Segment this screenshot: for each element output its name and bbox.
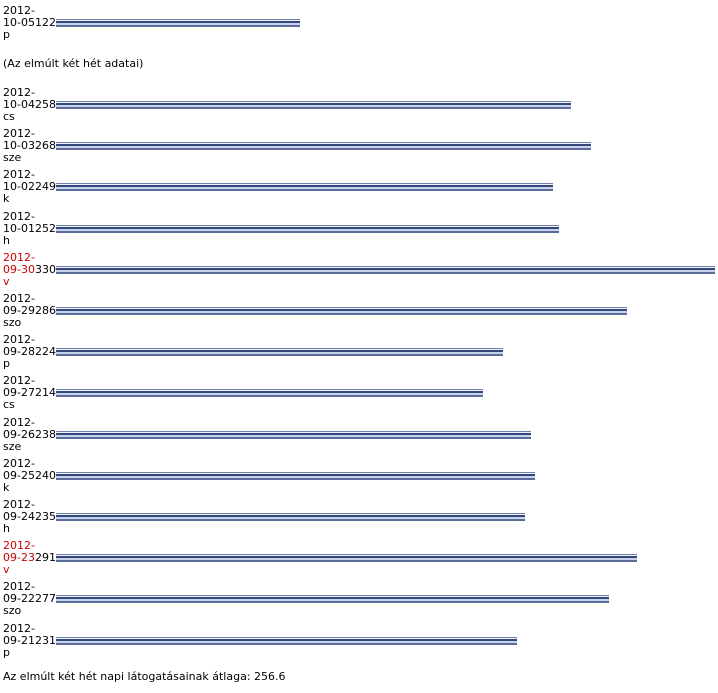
date-label: 2012- 09-27 xyxy=(3,374,35,400)
date-label: 2012- 09-23 xyxy=(3,539,35,565)
value-label: 235 xyxy=(35,510,56,523)
day-row: 2012- 09-23 v 291 xyxy=(3,540,715,576)
value-label: 231 xyxy=(35,633,56,647)
bar-2012-10-05 xyxy=(56,19,300,27)
date-label: 2012- 09-30 xyxy=(3,250,35,276)
day-row: 2012- 10-01 h 252 xyxy=(3,209,715,247)
value-label: 240 xyxy=(35,468,56,482)
date-label: 2012- 09-24 xyxy=(3,498,35,523)
date-label: 2012- 10-03 xyxy=(3,127,35,153)
day-row: 2012- 09-27 cs 214 xyxy=(3,375,715,411)
weekday-label: p xyxy=(3,645,10,659)
date-label: 2012- 09-26 xyxy=(3,415,35,441)
weekday-label: v xyxy=(3,274,10,288)
value-label: 252 xyxy=(35,221,56,235)
bar-2012-09-21 xyxy=(56,636,517,645)
day-row: 2012- 10-02 k 249 xyxy=(3,169,715,205)
bar-2012-10-02 xyxy=(56,183,553,192)
day-row: 2012- 09-26 sze 238 xyxy=(3,415,715,453)
value-label: 291 xyxy=(35,551,56,565)
weekday-label: k xyxy=(3,192,10,206)
average-text: Az elmúlt két hét napi látogatásainak át… xyxy=(3,670,286,683)
weekday-label: cs xyxy=(3,398,15,412)
weekday-label: v xyxy=(3,563,10,577)
date-label: 2012- 09-22 xyxy=(3,580,35,606)
weekday-label: h xyxy=(3,522,10,535)
bar-2012-09-26 xyxy=(56,430,531,439)
bar-2012-09-25 xyxy=(56,471,535,480)
bar-2012-09-29 xyxy=(56,307,627,315)
value-label: 224 xyxy=(35,345,56,359)
day-row: 2012- 09-25 k 240 xyxy=(3,456,715,494)
bar-2012-10-01 xyxy=(56,224,559,233)
value-label: 122 xyxy=(35,16,56,29)
weekday-label: sze xyxy=(3,151,22,165)
value-label: 268 xyxy=(35,139,56,153)
bar-2012-09-23 xyxy=(56,554,637,563)
date-label: 2012- 09-25 xyxy=(3,456,35,482)
bar-2012-10-04 xyxy=(56,101,571,109)
today-row: 2012- 10-05 p 122 xyxy=(3,5,715,41)
date-label: 2012- 09-29 xyxy=(3,292,35,317)
day-row: 2012- 09-28 p 224 xyxy=(3,334,715,370)
day-row: 2012- 09-29 szo 286 xyxy=(3,293,715,329)
value-label: 277 xyxy=(35,592,56,606)
period-note: (Az elmúlt két hét adatai) xyxy=(3,57,144,70)
day-row: 2012- 09-22 szo 277 xyxy=(3,581,715,617)
date-label: 2012- 09-28 xyxy=(3,333,35,359)
value-label: 286 xyxy=(35,304,56,317)
date-label: 2012- 10-05 xyxy=(3,4,35,29)
day-row: 2012- 10-03 sze 268 xyxy=(3,128,715,164)
weekday-label: p xyxy=(3,357,10,371)
weekday-label: k xyxy=(3,480,10,494)
bar-2012-09-30 xyxy=(56,265,715,274)
weekday-label: szo xyxy=(3,604,22,618)
weekday-label: szo xyxy=(3,316,22,329)
weekday-label: sze xyxy=(3,439,22,453)
value-label: 258 xyxy=(35,98,56,111)
bar-2012-09-22 xyxy=(56,595,609,604)
bar-2012-09-24 xyxy=(56,513,525,521)
date-label: 2012- 09-21 xyxy=(3,621,35,647)
value-label: 330 xyxy=(35,262,56,276)
day-row: 2012- 09-30 v 330 xyxy=(3,250,715,288)
bar-2012-10-03 xyxy=(56,142,591,151)
weekday-label: cs xyxy=(3,110,15,123)
weekday-label: p xyxy=(3,28,10,41)
value-label: 238 xyxy=(35,427,56,441)
day-row: 2012- 09-24 h 235 xyxy=(3,499,715,535)
date-label: 2012- 10-04 xyxy=(3,86,35,111)
day-row: 2012- 10-04 cs 258 xyxy=(3,87,715,123)
bar-2012-09-28 xyxy=(56,348,503,357)
weekday-label: h xyxy=(3,233,10,247)
date-label: 2012- 10-01 xyxy=(3,209,35,235)
value-label: 249 xyxy=(35,180,56,194)
bar-2012-09-27 xyxy=(56,389,483,398)
date-label: 2012- 10-02 xyxy=(3,168,35,194)
value-label: 214 xyxy=(35,386,56,400)
day-row: 2012- 09-21 p 231 xyxy=(3,621,715,659)
